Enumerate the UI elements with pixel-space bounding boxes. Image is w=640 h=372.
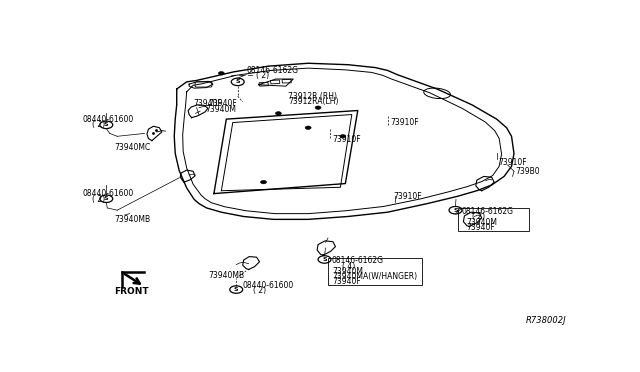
Text: ( 2): ( 2): [256, 71, 269, 80]
Text: 73940F: 73940F: [193, 99, 222, 108]
Text: 73912RA(LH): 73912RA(LH): [288, 97, 339, 106]
Circle shape: [340, 135, 346, 138]
Text: 73910F: 73910F: [332, 135, 360, 144]
Text: 73910F: 73910F: [498, 158, 527, 167]
Bar: [271, 80, 280, 84]
Text: 73910F: 73910F: [390, 118, 419, 127]
Text: 73940F: 73940F: [332, 277, 361, 286]
Circle shape: [275, 112, 282, 115]
Text: 08146-6162G: 08146-6162G: [246, 66, 298, 75]
Text: S: S: [104, 122, 109, 127]
Text: S: S: [104, 196, 109, 201]
Text: 08146-6162G: 08146-6162G: [462, 207, 514, 216]
Text: 73940MC: 73940MC: [115, 143, 151, 152]
Text: S: S: [453, 208, 458, 213]
Circle shape: [218, 71, 225, 75]
Text: 08440-61600: 08440-61600: [83, 115, 134, 124]
Circle shape: [315, 106, 321, 109]
Text: ( 2): ( 2): [253, 286, 266, 295]
Text: 08146-6162G: 08146-6162G: [332, 256, 384, 265]
Bar: [259, 82, 268, 86]
Text: S: S: [234, 287, 239, 292]
Text: R738002J: R738002J: [525, 316, 566, 326]
Text: 73940M: 73940M: [466, 218, 497, 227]
Text: ( 2): ( 2): [92, 121, 106, 129]
Text: ( 4): ( 4): [342, 262, 355, 271]
Text: 73940MB: 73940MB: [208, 271, 244, 280]
Bar: [282, 79, 291, 83]
Text: 73940MA(W/HANGER): 73940MA(W/HANGER): [332, 272, 417, 281]
Text: ( 2): ( 2): [472, 212, 485, 221]
Text: 73940MB: 73940MB: [115, 215, 151, 224]
Circle shape: [305, 126, 311, 129]
Text: 739B0: 739B0: [515, 167, 540, 176]
Text: S: S: [322, 257, 327, 262]
Text: 73940F: 73940F: [466, 223, 495, 232]
Text: 73940M: 73940M: [332, 267, 363, 276]
Circle shape: [260, 180, 266, 184]
Text: 73912R (RH): 73912R (RH): [288, 92, 337, 101]
Text: 08440-61600: 08440-61600: [243, 281, 294, 290]
Text: S: S: [236, 79, 240, 84]
Text: 73940F: 73940F: [208, 99, 237, 108]
Text: ( 2): ( 2): [92, 195, 106, 204]
Text: 73910F: 73910F: [394, 192, 422, 201]
Text: 73940M: 73940M: [205, 105, 236, 113]
Text: FRONT: FRONT: [114, 287, 148, 296]
Text: 08440-61600: 08440-61600: [83, 189, 134, 198]
